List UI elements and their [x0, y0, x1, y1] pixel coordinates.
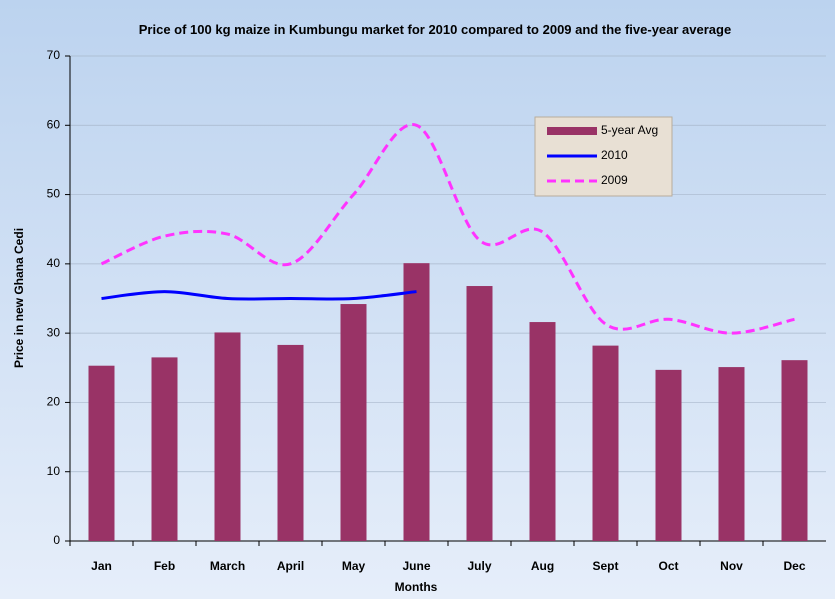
- x-tick-label: March: [210, 559, 245, 573]
- line: [100, 123, 795, 335]
- line: [101, 290, 417, 301]
- bar: [277, 344, 304, 541]
- bar: [466, 286, 493, 541]
- x-tick-label: Feb: [154, 559, 175, 573]
- x-axis-label: Months: [395, 580, 438, 594]
- bar: [655, 369, 682, 541]
- y-tick-label: 20: [47, 395, 61, 409]
- bar: [592, 345, 619, 541]
- y-tick-label: 0: [53, 533, 60, 547]
- x-tick-label: Sept: [592, 559, 618, 573]
- bar: [151, 357, 178, 541]
- x-tick-label: Jan: [91, 559, 112, 573]
- chart-title: Price of 100 kg maize in Kumbungu market…: [138, 22, 732, 37]
- y-tick-label: 30: [47, 325, 61, 339]
- x-tick-label: Aug: [531, 559, 554, 573]
- legend-label: 2010: [601, 148, 628, 162]
- x-tick-label: Nov: [720, 559, 743, 573]
- bar: [781, 360, 808, 541]
- bar: [529, 322, 556, 541]
- bar: [340, 304, 367, 541]
- bar: [718, 367, 745, 541]
- legend-swatch: [547, 127, 597, 135]
- y-tick-label: 50: [47, 187, 61, 201]
- x-tick-label: Oct: [658, 559, 678, 573]
- y-tick-label: 60: [47, 117, 61, 131]
- x-tick-label: July: [467, 559, 491, 573]
- x-tick-label: June: [402, 559, 430, 573]
- bar: [403, 263, 430, 541]
- y-axis-label: Price in new Ghana Cedi: [12, 228, 26, 368]
- x-tick-label: Dec: [783, 559, 805, 573]
- legend-label: 2009: [601, 173, 628, 187]
- x-tick-label: May: [342, 559, 366, 573]
- y-tick-label: 10: [47, 464, 61, 478]
- y-tick-label: 40: [47, 256, 61, 270]
- bar: [214, 332, 241, 541]
- bar: [88, 365, 115, 541]
- y-tick-label: 70: [47, 48, 61, 62]
- legend-label: 5-year Avg: [601, 123, 658, 137]
- x-tick-label: April: [277, 559, 304, 573]
